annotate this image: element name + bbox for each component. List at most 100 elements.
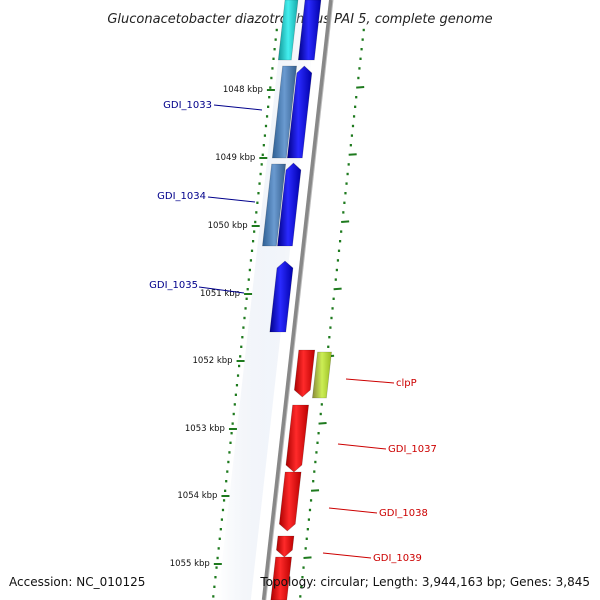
guide-dot (226, 470, 229, 473)
ruler-label: 1054 kbp (177, 491, 217, 501)
guide-dot (337, 249, 341, 252)
backbone-line (261, 0, 333, 600)
gene-arrow-1037[interactable] (285, 404, 309, 473)
guide-dot (343, 201, 346, 204)
guide-dot (230, 432, 233, 435)
ruler-label: 1048 kbp (223, 85, 263, 95)
guide-dot (250, 249, 254, 252)
guide-dot (233, 403, 236, 406)
gene-arrow-1034[interactable] (277, 162, 302, 247)
guide-dot (308, 508, 312, 512)
gene-arrow-1039[interactable] (276, 535, 295, 558)
gene-label[interactable]: GDI_1037 (388, 444, 437, 455)
guide-dot (227, 460, 230, 464)
guide-dot (338, 240, 342, 243)
guide-dot (352, 115, 356, 118)
guide-dot (267, 105, 270, 108)
gene-arrow-1038[interactable] (278, 471, 302, 532)
gene-label[interactable]: GDI_1039 (373, 553, 422, 564)
guide-dot (213, 585, 216, 588)
guide-dot (314, 460, 317, 464)
gene-block-cyan[interactable] (277, 0, 299, 61)
guide-dot (248, 268, 251, 272)
guide-dot (360, 48, 363, 51)
ruler-label: 1051 kbp (200, 289, 240, 299)
guide-dot (228, 451, 231, 454)
guide-dot (299, 595, 302, 598)
guide-dot (214, 576, 217, 579)
gene-arrow-1033[interactable] (286, 65, 313, 159)
guide-dot (269, 86, 272, 89)
guide-dot (275, 28, 278, 32)
guide-dot (347, 163, 350, 166)
guide-tick (356, 86, 365, 89)
gene-label[interactable]: clpP (396, 378, 417, 389)
guide-dot (272, 57, 275, 60)
guide-dot (273, 48, 276, 51)
guide-dot (328, 336, 331, 339)
gene-label[interactable]: GDI_1035 (149, 280, 198, 291)
guide-dot (261, 153, 264, 156)
guide-dot (305, 537, 308, 540)
guide-dot (244, 307, 247, 310)
guide-dot (350, 134, 354, 137)
guide-tick (341, 220, 350, 223)
guide-dot (344, 192, 347, 195)
gene-label[interactable]: GDI_1034 (157, 191, 206, 202)
guide-dot (219, 528, 222, 531)
guide-dot (253, 230, 256, 233)
gene-features (262, 0, 332, 600)
guide-dot (302, 566, 305, 569)
guide-dot (241, 336, 244, 339)
guide-dot (254, 220, 257, 224)
guide-dot (359, 57, 362, 60)
ruler-label: 1052 kbp (193, 356, 233, 366)
backbone-highlight (265, 0, 334, 600)
gene-label[interactable]: GDI_1038 (379, 508, 428, 519)
guide-dot (245, 297, 248, 300)
guide-dot (260, 163, 263, 166)
gene-block-red-end[interactable] (270, 556, 292, 600)
guide-dot (362, 28, 365, 32)
guide-dot (300, 585, 303, 588)
guide-dot (216, 556, 219, 560)
ruler-label: 1049 kbp (215, 153, 255, 163)
guide-dot (345, 182, 348, 185)
guide-dot (332, 297, 335, 300)
guide-tick (348, 153, 357, 156)
guide-dot (336, 259, 340, 262)
guide-dot (239, 355, 242, 358)
guide-dot (268, 96, 271, 99)
guide-dot (232, 412, 235, 416)
gene-arrow-clpP[interactable] (294, 349, 316, 398)
guide-dot (259, 172, 262, 176)
guide-dot (255, 211, 258, 214)
guide-dot (249, 259, 253, 262)
guide-dot (309, 499, 313, 502)
gene-arrow-blue-a[interactable] (297, 0, 322, 61)
guide-dot (357, 76, 360, 80)
gene-block-clpP[interactable] (312, 351, 332, 399)
guide-dot (236, 374, 240, 377)
label-leader-line (207, 196, 256, 203)
guide-dot (221, 508, 225, 512)
guide-dot (306, 528, 309, 531)
guide-dot (313, 470, 316, 473)
gene-arrow-1035[interactable] (269, 260, 294, 333)
guide-dot (351, 124, 355, 128)
gene-label[interactable]: GDI_1033 (163, 100, 212, 111)
gene-block-steel-1033[interactable] (271, 65, 297, 159)
label-leader-line (198, 286, 245, 294)
gene-labels: GDI_1033 GDI_1034 GDI_1035 clpP GDI_1037 GDI_… (149, 100, 437, 564)
guide-dot (251, 240, 255, 243)
guide-dot (242, 326, 245, 329)
guide-dot (217, 547, 220, 550)
guide-dot (316, 441, 319, 444)
guide-dot (243, 316, 246, 320)
guide-dot (263, 134, 267, 137)
guide-dot (229, 441, 232, 444)
guide-dot (246, 288, 249, 291)
guide-dot (274, 38, 277, 41)
gene-block-steel-1034[interactable] (262, 163, 286, 247)
